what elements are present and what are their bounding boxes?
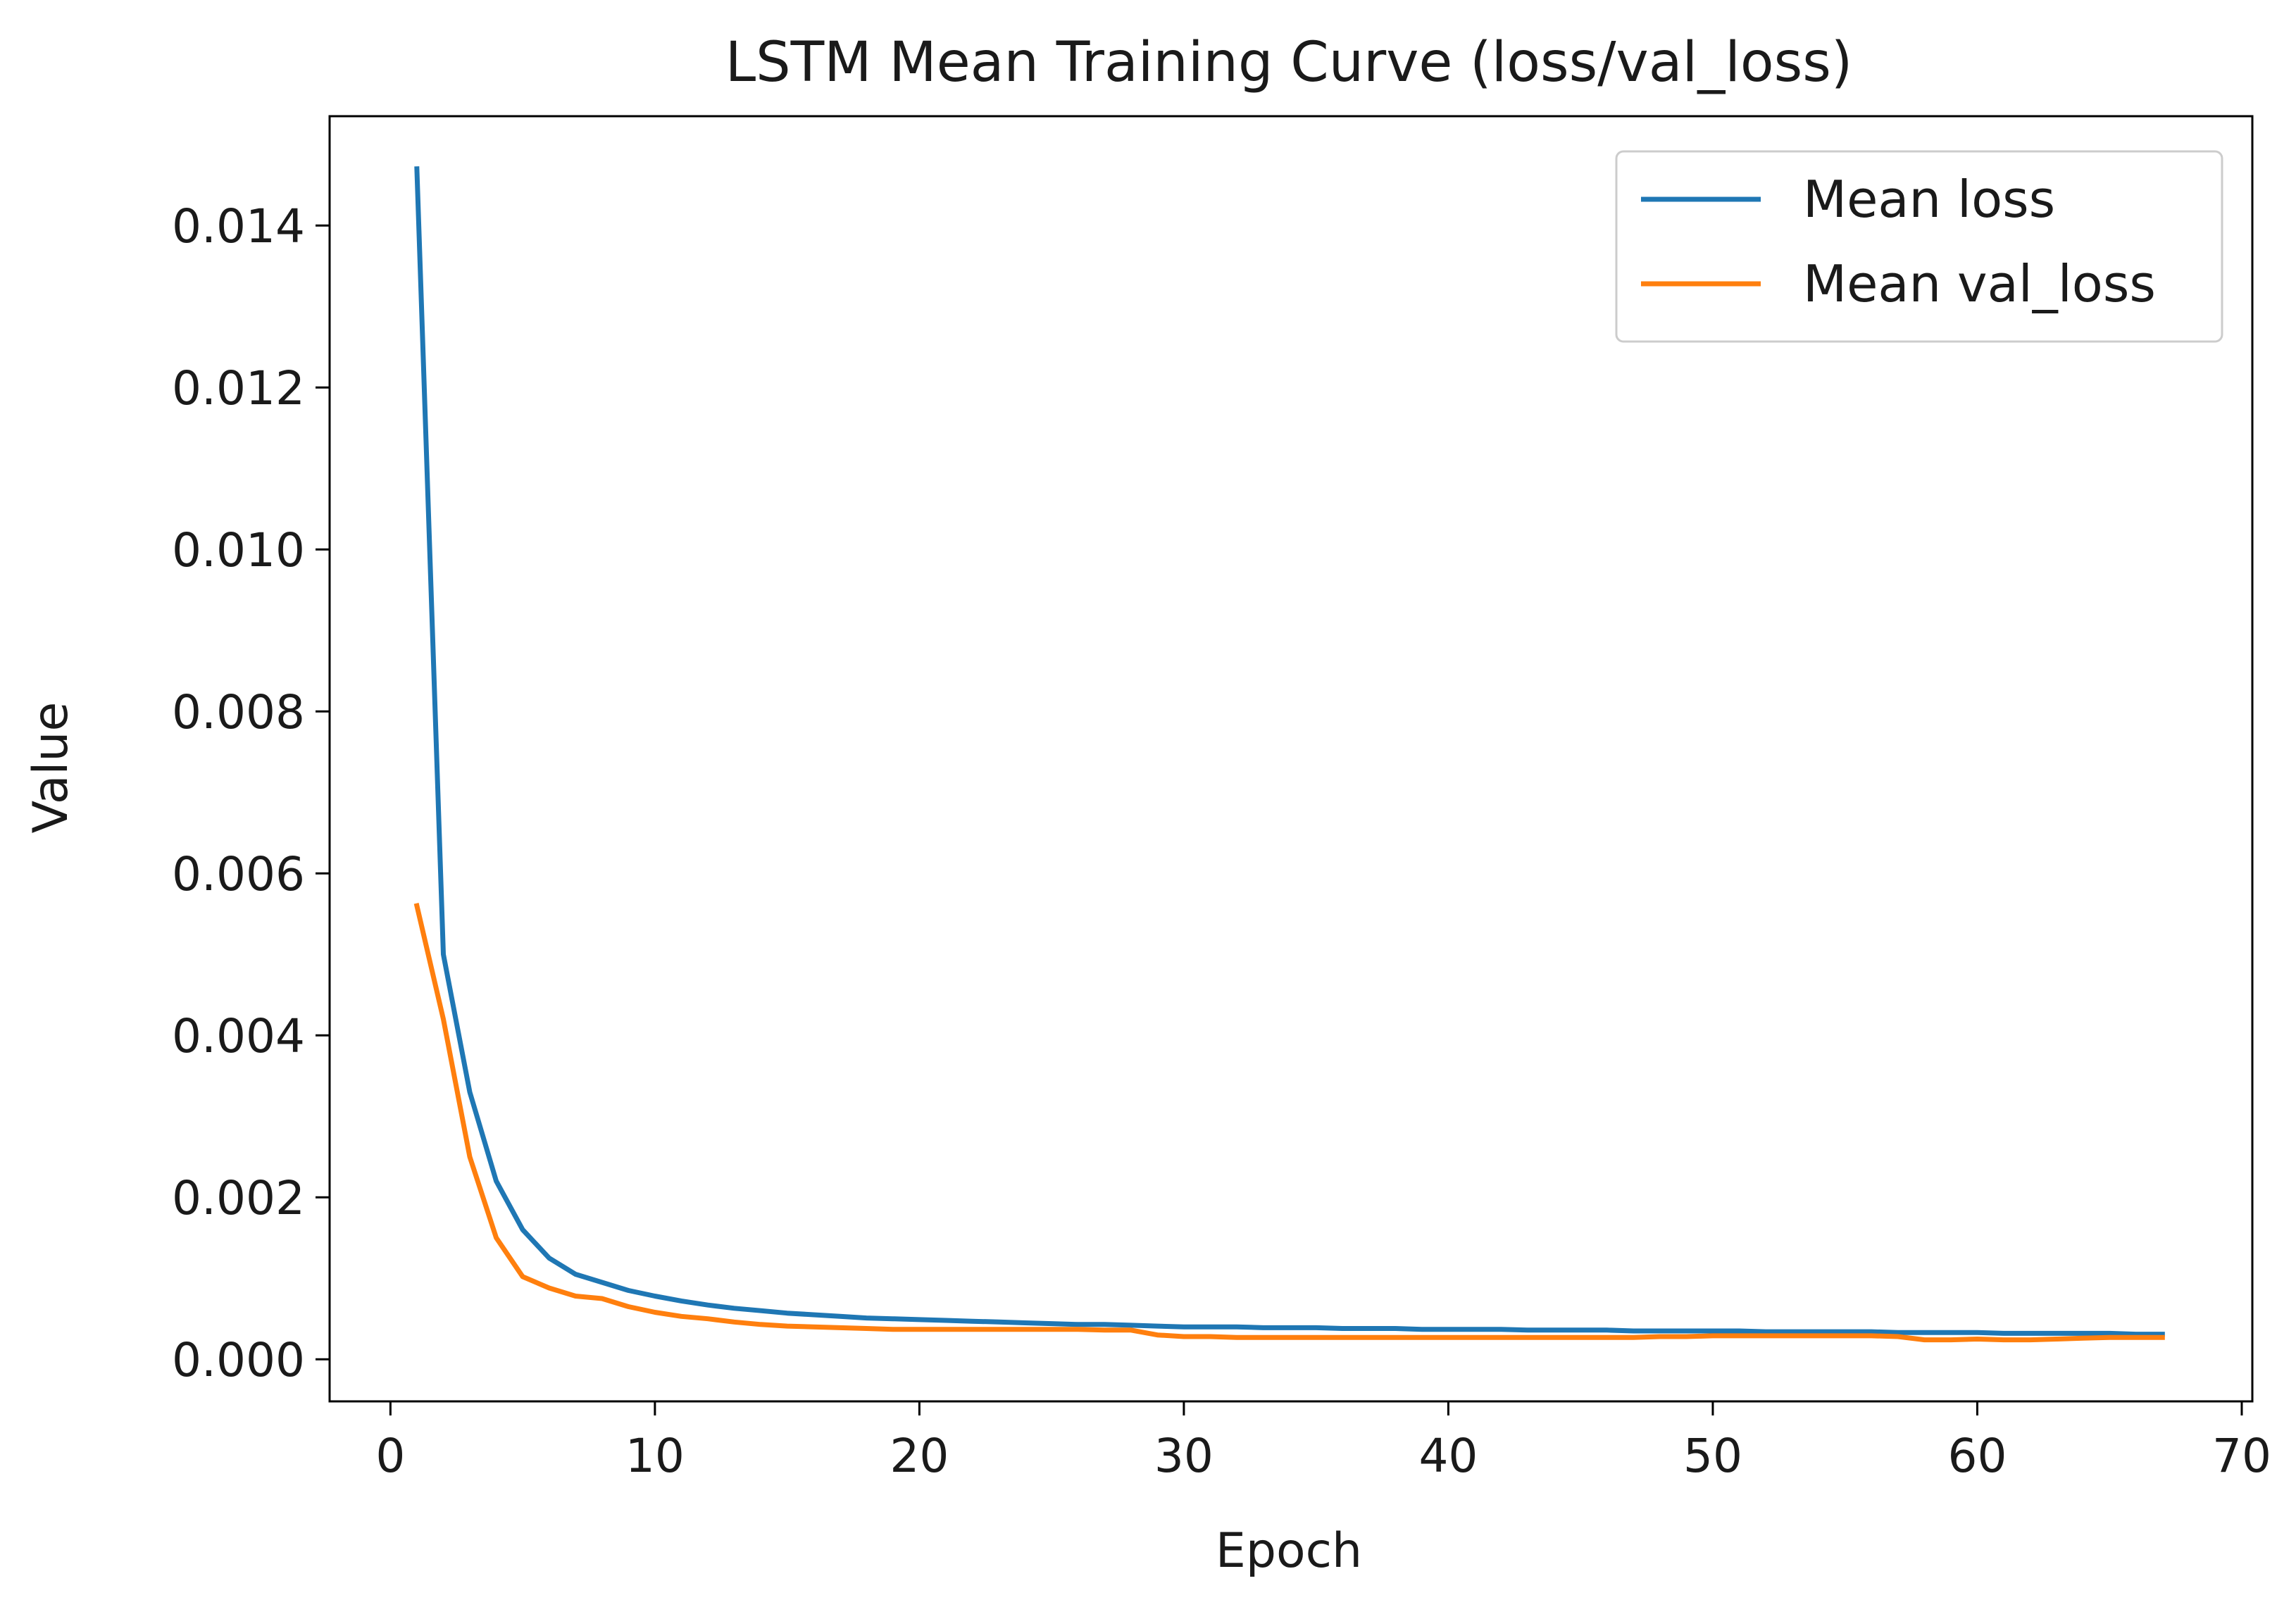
x-axis-ticks: 0 10 20 30 40 50 60 70 xyxy=(375,1401,2271,1483)
series-layer xyxy=(413,166,2165,1343)
x-tick-label: 70 xyxy=(2212,1429,2271,1483)
x-tick-label: 0 xyxy=(375,1429,405,1483)
x-axis-label: Epoch xyxy=(1216,1523,1362,1579)
x-tick-label: 30 xyxy=(1154,1429,1213,1483)
legend-label-mean-val-loss: Mean val_loss xyxy=(1803,254,2156,313)
legend-label-mean-loss: Mean loss xyxy=(1803,170,2055,229)
x-tick-label: 20 xyxy=(890,1429,949,1483)
series-line-mean-val-loss xyxy=(413,902,2165,1343)
legend: Mean loss Mean val_loss xyxy=(1615,150,2223,343)
y-tick-label: 0.006 xyxy=(172,847,305,901)
y-tick-label: 0.014 xyxy=(172,199,305,254)
y-tick-label: 0.010 xyxy=(172,523,305,577)
chart-title: LSTM Mean Training Curve (loss/val_loss) xyxy=(725,31,1853,94)
x-tick-label: 50 xyxy=(1683,1429,1742,1483)
y-tick-label: 0.004 xyxy=(172,1009,305,1063)
x-tick-label: 40 xyxy=(1418,1429,1478,1483)
y-tick-label: 0.002 xyxy=(172,1171,305,1225)
y-tick-label: 0.008 xyxy=(172,685,305,739)
plot-area-frame xyxy=(328,115,2254,1403)
series-line-mean-loss xyxy=(414,166,2165,1337)
x-tick-label: 60 xyxy=(1947,1429,2007,1483)
y-tick-label: 0.012 xyxy=(172,361,305,415)
x-tick-label: 10 xyxy=(625,1429,685,1483)
y-axis-ticks: 0.000 0.002 0.004 0.006 0.008 0.010 0.012 0.014 xyxy=(172,199,330,1387)
y-axis-label: Value xyxy=(23,702,79,834)
y-tick-label: 0.000 xyxy=(172,1333,305,1387)
legend-box xyxy=(1615,150,2223,343)
